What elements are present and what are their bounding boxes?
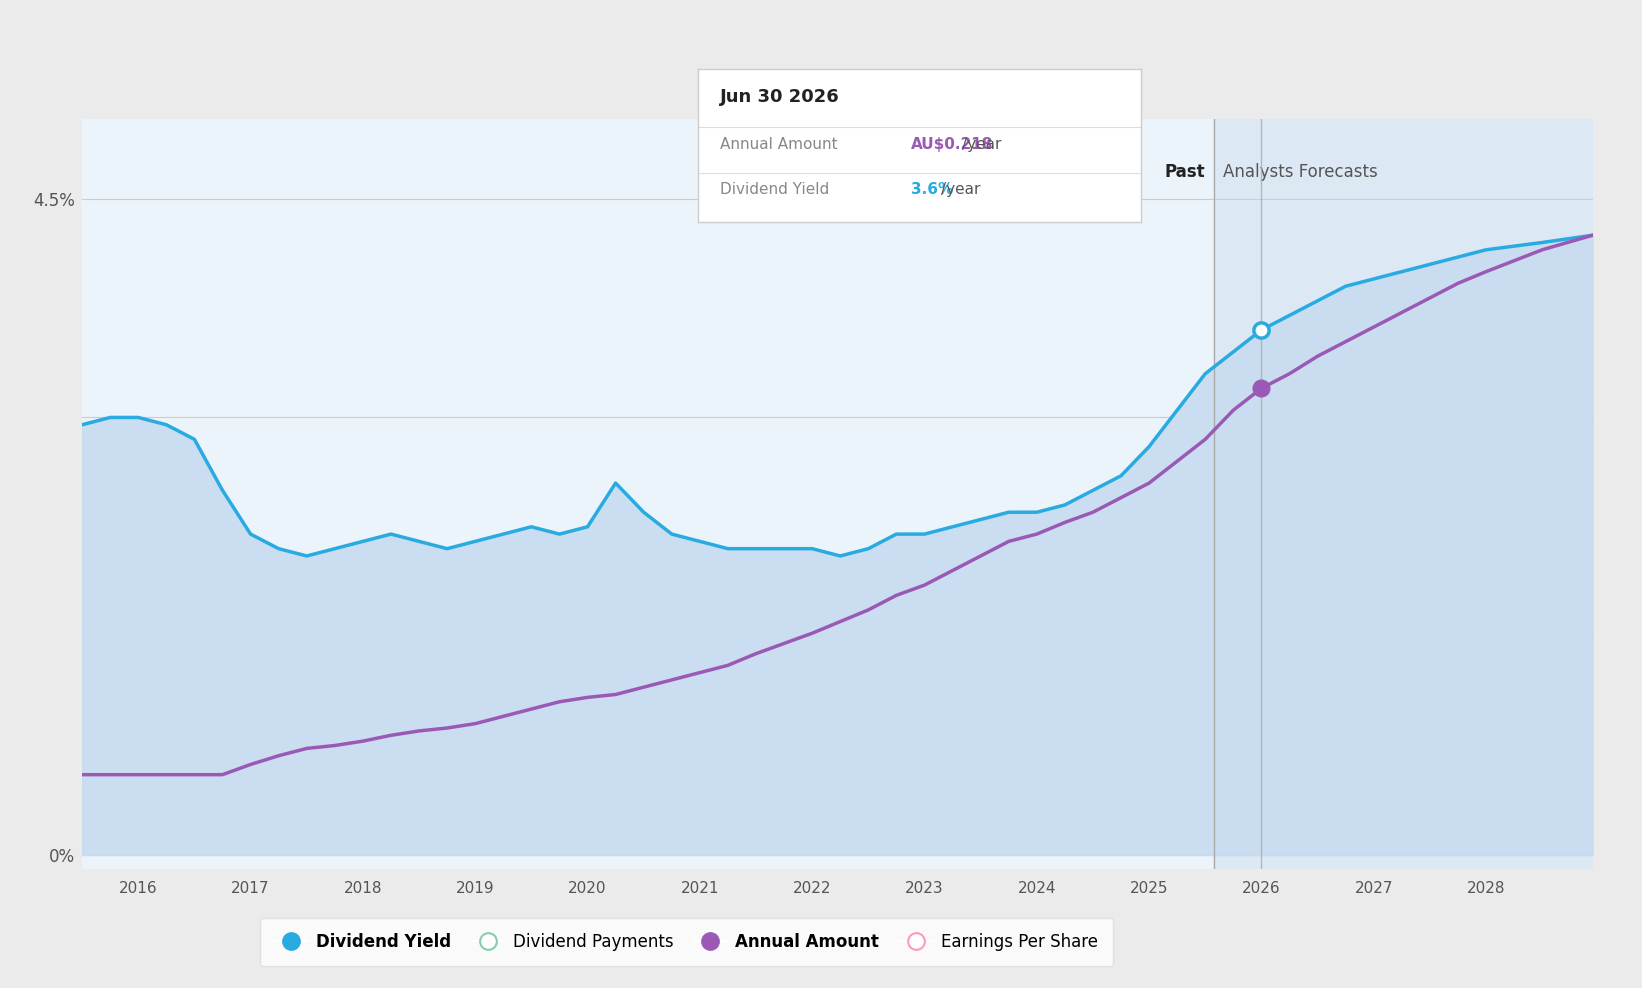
Text: Dividend Yield: Dividend Yield	[719, 183, 829, 198]
Bar	[1213, 119, 1593, 869]
Text: /year: /year	[941, 183, 980, 198]
Text: Analysts Forecasts: Analysts Forecasts	[1223, 163, 1378, 181]
Text: /year: /year	[962, 136, 1002, 151]
Text: AU$0.218: AU$0.218	[911, 136, 993, 151]
Text: 3.6%: 3.6%	[911, 183, 952, 198]
Bar	[82, 119, 1213, 869]
Text: Past: Past	[1164, 163, 1205, 181]
Text: Annual Amount: Annual Amount	[719, 136, 837, 151]
Text: Jun 30 2026: Jun 30 2026	[719, 88, 839, 106]
Legend: Dividend Yield, Dividend Payments, Annual Amount, Earnings Per Share: Dividend Yield, Dividend Payments, Annua…	[259, 918, 1113, 966]
